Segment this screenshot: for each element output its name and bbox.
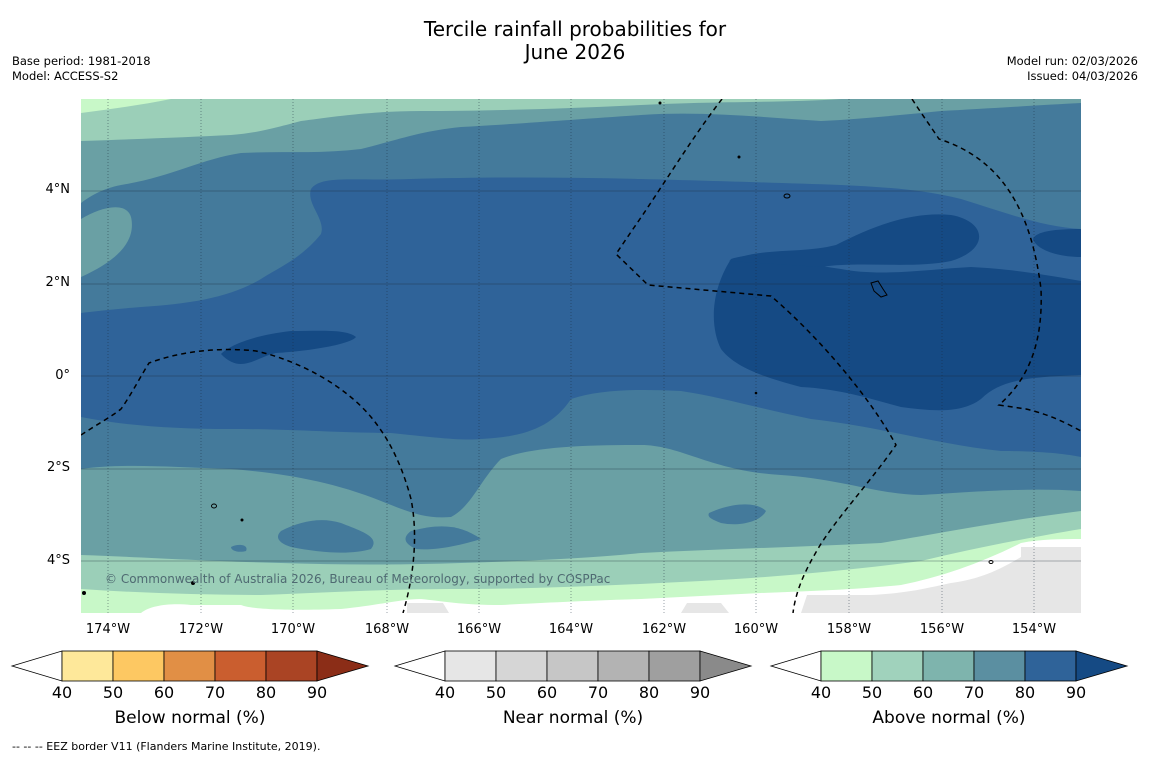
lat-label-2s: 2°S	[46, 460, 70, 475]
metadata-right: Model run: 02/03/2026 Issued: 04/03/2026	[1007, 54, 1138, 84]
legend-0-segment-4	[265, 650, 318, 682]
legends-colorbars	[10, 650, 1129, 682]
legend-2-segment-0	[820, 650, 873, 682]
band-north-40-50	[81, 99, 841, 141]
legend-0-segment-2	[163, 650, 216, 682]
legend-0-tick-5: 90	[306, 683, 328, 702]
no-dominant-category	[141, 539, 1081, 613]
legend-1-segment-3	[597, 650, 650, 682]
title-line-1: Tercile rainfall probabilities for	[423, 17, 727, 41]
band-south-60-70-patch-b	[405, 526, 481, 550]
legend-1-segment-2	[546, 650, 599, 682]
legend-below-normal-title: Below normal (%)	[114, 708, 266, 728]
issued-text: Issued: 04/03/2026	[1027, 69, 1138, 83]
title-line-2: June 2026	[524, 40, 626, 64]
lat-label-4n: 4°N	[45, 182, 71, 197]
map-panel	[81, 99, 1081, 613]
legend-1-tick-5: 90	[689, 683, 711, 702]
eez-footnote: -- -- -- EEZ border V11 (Flanders Marine…	[12, 740, 321, 753]
legend-1-tick-0: 40	[434, 683, 456, 702]
model-run-text: Model run: 02/03/2026	[1006, 54, 1138, 68]
lon-label-156w: 156°W	[919, 622, 965, 637]
band-south-60-70-patch-d	[231, 544, 247, 552]
lon-label-162w: 162°W	[641, 622, 687, 637]
islands	[82, 101, 994, 595]
probability-map	[81, 99, 1081, 613]
legend-2-segment-3	[973, 650, 1026, 682]
legend-near-normal-bar	[393, 650, 753, 682]
legend-1-segment-4	[648, 650, 701, 682]
legend-1-tick-1: 50	[485, 683, 507, 702]
lon-label-164w: 164°W	[548, 622, 594, 637]
latitude-lines	[81, 190, 1081, 562]
band-west-80-90	[221, 330, 356, 364]
legend-1-cap-high	[699, 650, 753, 682]
legend-0-segment-0	[61, 650, 114, 682]
lat-label-2n: 2°N	[45, 275, 71, 290]
legend-1-tick-4: 80	[638, 683, 660, 702]
legend-2-cap-high	[1075, 650, 1129, 682]
band-north-lt40	[81, 99, 171, 113]
band-south-60-70-patch-c	[708, 504, 766, 525]
metadata-left: Base period: 1981-2018 Model: ACCESS-S2	[12, 54, 151, 84]
lon-label-154w: 154°W	[1011, 622, 1057, 637]
legend-2-tick-4: 80	[1014, 683, 1036, 702]
band-west-50-60	[81, 207, 132, 277]
lon-label-172w: 172°W	[178, 622, 224, 637]
band-north-60-70	[81, 99, 1081, 313]
legend-1-segment-1	[495, 650, 548, 682]
legend-2-segment-4	[1024, 650, 1077, 682]
lon-label-174w: 174°W	[85, 622, 131, 637]
legend-2-cap-low	[769, 650, 822, 682]
legend-1-segment-0	[444, 650, 497, 682]
eez-borders	[81, 99, 1081, 613]
legend-1-tick-2: 60	[536, 683, 558, 702]
band-south-60-70-patch	[278, 520, 374, 553]
legend-1-tick-3: 70	[587, 683, 609, 702]
lon-label-166w: 166°W	[456, 622, 502, 637]
legend-0-cap-high	[316, 650, 370, 682]
legend-below-normal-bar	[10, 650, 370, 682]
legend-0-tick-4: 80	[255, 683, 277, 702]
band-north-50-60	[81, 99, 1081, 203]
near-normal-region	[407, 547, 1081, 613]
lon-label-158w: 158°W	[826, 622, 872, 637]
lat-label-4s: 4°S	[46, 553, 70, 568]
legend-2-tick-1: 50	[861, 683, 883, 702]
legend-0-tick-2: 60	[153, 683, 175, 702]
legend-2-segment-1	[871, 650, 924, 682]
legend-above-normal-title: Above normal (%)	[872, 708, 1026, 728]
legend-0-segment-3	[214, 650, 267, 682]
lon-label-168w: 168°W	[364, 622, 410, 637]
band-east-80-90-b	[729, 214, 980, 267]
lon-label-170w: 170°W	[270, 622, 316, 637]
legend-2-tick-0: 40	[810, 683, 832, 702]
legend-2-tick-5: 90	[1065, 683, 1087, 702]
model-text: Model: ACCESS-S2	[12, 69, 119, 83]
band-east-80-90	[713, 255, 1081, 411]
lon-label-160w: 160°W	[733, 622, 779, 637]
copyright-credit: © Commonwealth of Australia 2026, Bureau…	[105, 572, 611, 586]
chart-title: Tercile rainfall probabilities for June …	[0, 18, 1150, 64]
band-ne-80-90	[1033, 229, 1081, 257]
legend-above-normal-bar	[769, 650, 1129, 682]
legend-0-segment-1	[112, 650, 165, 682]
legend-2-tick-2: 60	[912, 683, 934, 702]
base-period-text: Base period: 1981-2018	[12, 54, 151, 68]
legend-0-tick-3: 70	[204, 683, 226, 702]
legend-2-segment-2	[922, 650, 975, 682]
legend-0-cap-low	[10, 650, 63, 682]
legend-0-tick-0: 40	[51, 683, 73, 702]
legend-0-tick-1: 50	[102, 683, 124, 702]
legend-1-cap-low	[393, 650, 446, 682]
legend-near-normal-title: Near normal (%)	[502, 708, 644, 728]
lat-label-eq: 0°	[55, 368, 70, 383]
legend-2-tick-3: 70	[963, 683, 985, 702]
